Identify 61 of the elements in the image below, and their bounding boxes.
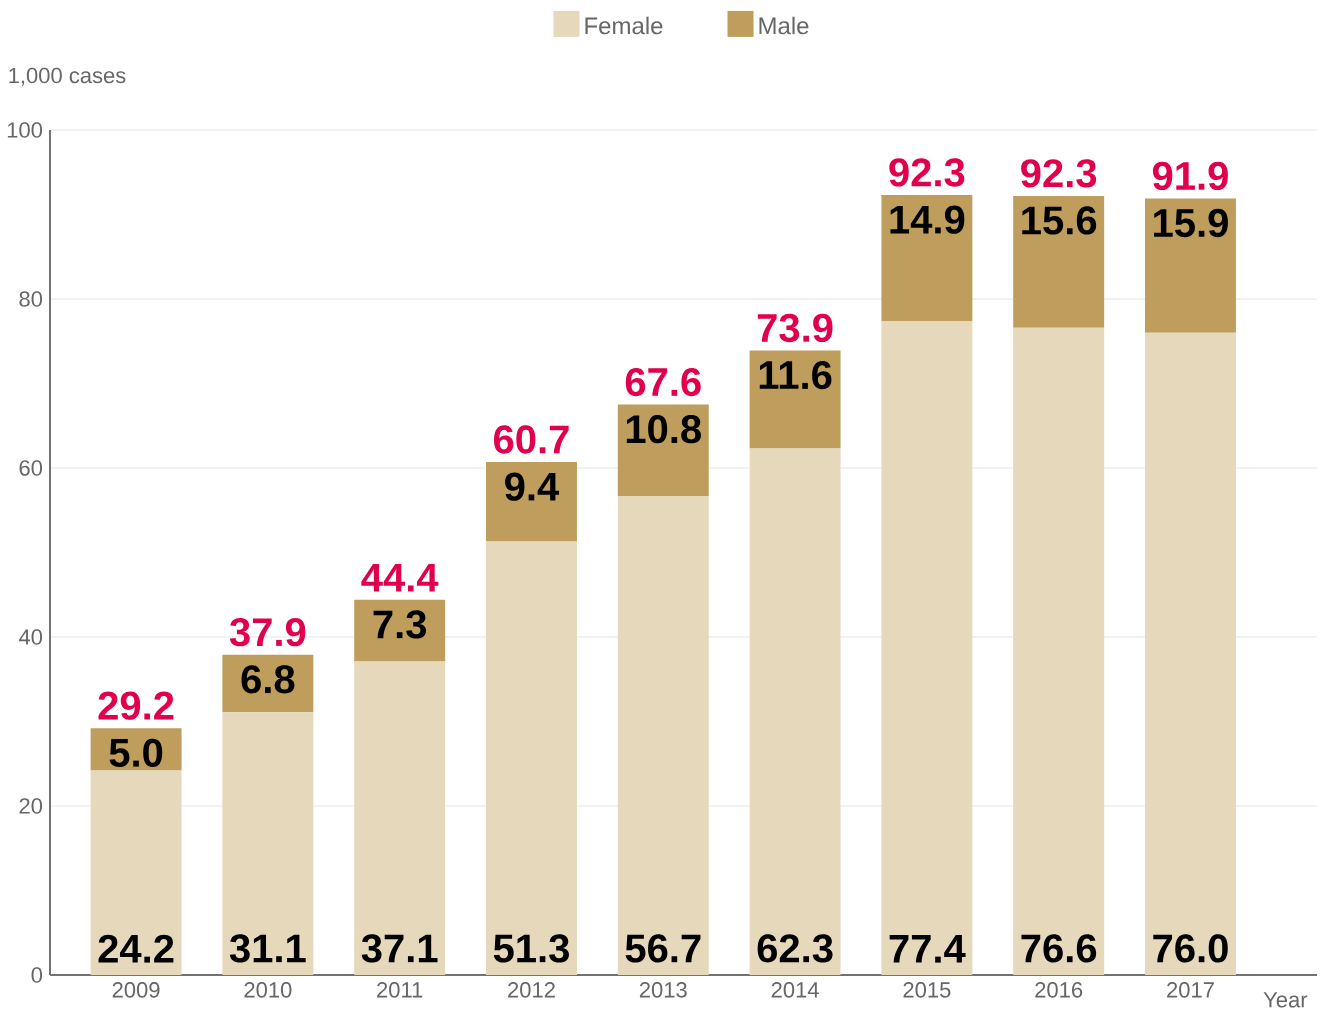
x-tick-label: 2012 — [508, 982, 555, 998]
data-label: 15.6 — [1022, 206, 1097, 235]
x-axis-title: Year — [1263, 992, 1308, 1008]
data-label: 5.0 — [109, 738, 163, 767]
total-label: 29.2 — [98, 691, 174, 720]
data-label: 11.6 — [759, 360, 832, 390]
bar — [1145, 332, 1236, 975]
total-label: 44.4 — [361, 563, 439, 592]
data-label: 62.3 — [757, 934, 833, 963]
data-label: 24.2 — [98, 934, 174, 963]
bar — [881, 195, 973, 321]
legend-label: Male — [759, 16, 809, 35]
data-label: 51.3 — [493, 934, 569, 963]
y-tick-label: 80 — [19, 291, 43, 307]
y-tick-label: 60 — [19, 460, 43, 476]
bar — [90, 770, 182, 975]
legend-label: Female — [585, 16, 663, 35]
bar — [749, 448, 841, 975]
data-label: 77.4 — [889, 935, 966, 963]
data-label: 7.3 — [373, 610, 427, 639]
bar — [354, 599, 446, 662]
total-label: 92.3 — [889, 158, 965, 187]
total-label: 60.7 — [494, 425, 569, 454]
x-tick-label: 2009 — [112, 982, 160, 998]
total-label: 92.3 — [1021, 159, 1097, 188]
bar — [1145, 198, 1236, 333]
y-tick-label: 20 — [19, 798, 43, 814]
data-label: 56.7 — [625, 934, 701, 963]
x-tick-label: 2011 — [377, 982, 423, 998]
x-tick-label: 2015 — [903, 982, 951, 998]
bar — [617, 495, 709, 975]
bar — [749, 350, 841, 449]
x-tick-label: 2013 — [639, 982, 687, 998]
x-tick-label: 2010 — [244, 982, 292, 998]
x-tick-label: 2014 — [771, 982, 819, 998]
bar — [1013, 195, 1105, 328]
data-label: 15.9 — [1154, 208, 1228, 238]
total-label: 37.9 — [229, 617, 306, 647]
data-label: 6.8 — [241, 665, 295, 694]
bar — [881, 320, 973, 975]
x-tick-label: 2016 — [1035, 982, 1083, 998]
data-label: 10.8 — [626, 415, 701, 444]
bar — [486, 541, 577, 975]
data-label: 76.6 — [1021, 934, 1097, 963]
bar — [222, 712, 314, 975]
bar — [486, 462, 577, 542]
total-label: 73.9 — [757, 313, 833, 343]
total-label: 91.9 — [1152, 161, 1228, 191]
y-tick-label: 40 — [18, 629, 43, 645]
data-label: 76.0 — [1153, 934, 1228, 963]
x-tick-label: 2017 — [1167, 982, 1214, 998]
total-label: 67.6 — [625, 367, 701, 397]
data-label: 14.9 — [890, 205, 965, 234]
data-label: 9.4 — [505, 472, 560, 501]
bar — [354, 661, 446, 975]
data-label: 37.1 — [361, 934, 438, 963]
y-tick-label: 0 — [31, 967, 43, 983]
y-tick-label: 100 — [7, 122, 43, 138]
y-axis-title: 1,000 cases — [9, 67, 126, 86]
data-label: 31.1 — [229, 934, 306, 963]
bar — [1013, 327, 1105, 975]
